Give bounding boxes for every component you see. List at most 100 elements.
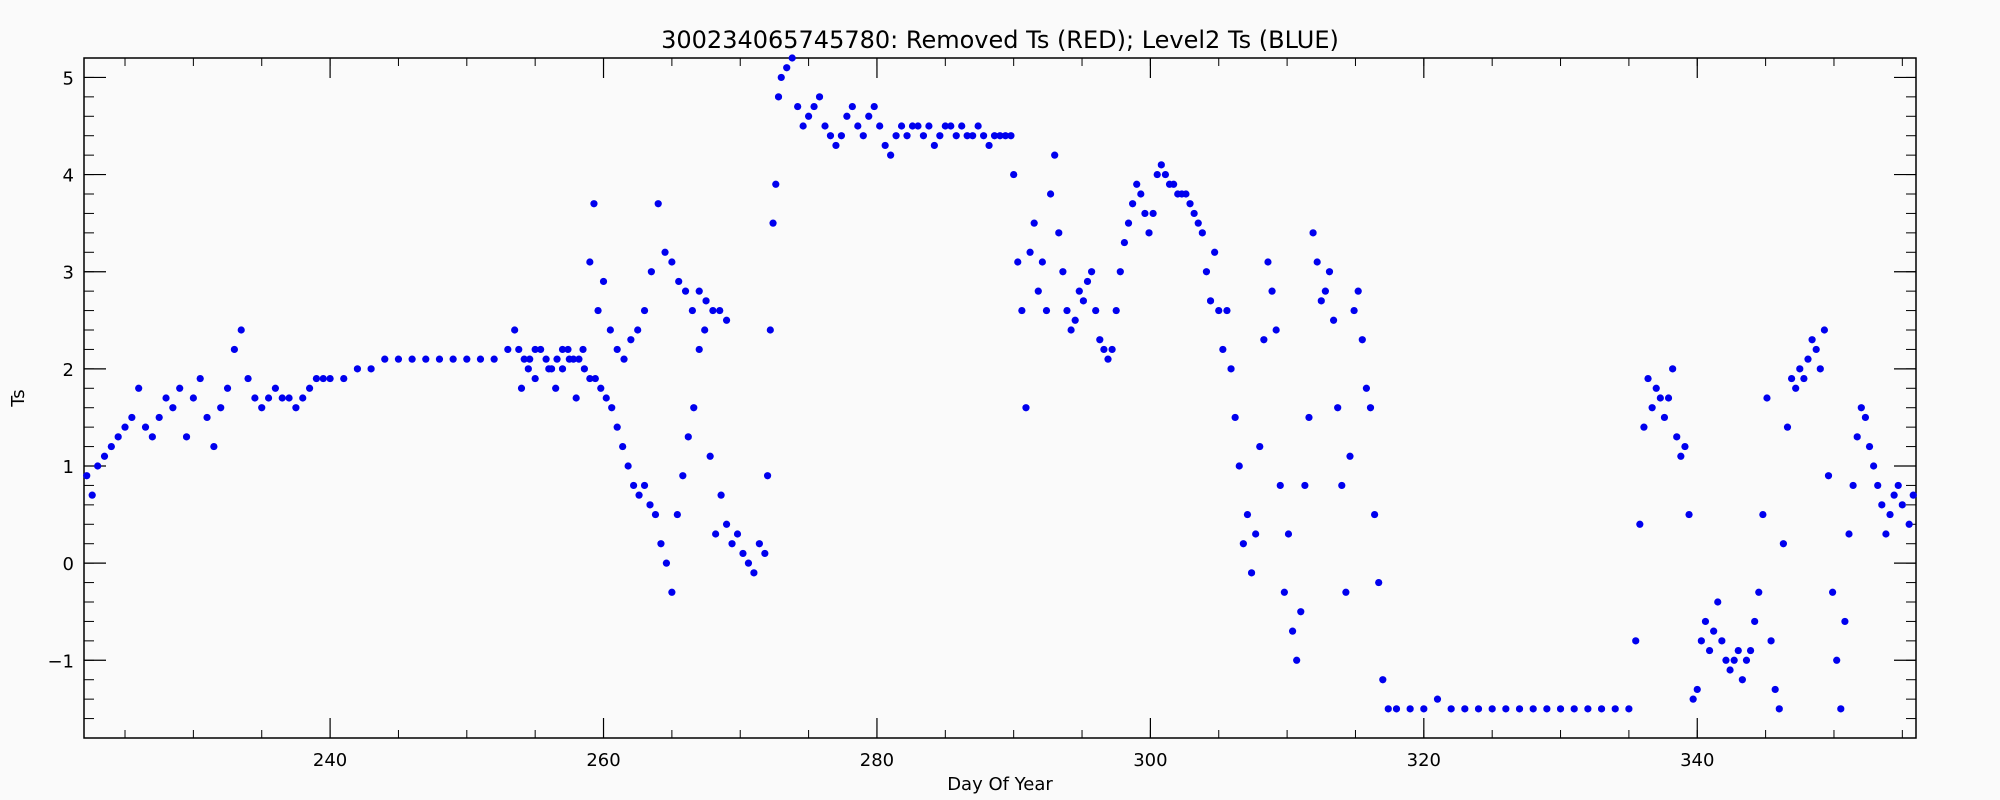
- data-point: [1079, 297, 1087, 305]
- data-point: [435, 355, 444, 363]
- data-point: [681, 287, 690, 295]
- data-point: [684, 433, 692, 441]
- data-point: [1342, 588, 1350, 596]
- data-point: [1640, 423, 1648, 431]
- data-point: [947, 122, 955, 130]
- data-point: [1775, 705, 1783, 713]
- data-point: [1145, 229, 1153, 237]
- data-point: [1362, 384, 1370, 392]
- data-point: [716, 306, 724, 315]
- data-point: [210, 442, 218, 451]
- data-point: [826, 132, 835, 140]
- data-point: [1693, 685, 1701, 694]
- data-point: [1734, 646, 1742, 655]
- data-point: [1260, 336, 1268, 344]
- data-point: [1384, 705, 1392, 713]
- data-point: [1007, 132, 1015, 140]
- data-point: [1771, 685, 1779, 694]
- data-point: [1861, 413, 1870, 422]
- data-point: [230, 345, 238, 354]
- data-point: [1792, 384, 1800, 392]
- data-point: [141, 423, 150, 431]
- data-point: [353, 365, 362, 373]
- data-point: [755, 540, 763, 548]
- data-point: [763, 472, 772, 480]
- data-point: [1660, 413, 1669, 422]
- data-point: [1685, 510, 1693, 519]
- data-point: [1038, 258, 1046, 266]
- data-point: [594, 306, 602, 315]
- y-tick-label: 3: [63, 263, 74, 284]
- data-point: [558, 365, 567, 373]
- data-point: [1820, 326, 1828, 334]
- data-point: [1841, 617, 1849, 626]
- data-point: [1677, 452, 1685, 460]
- data-point: [679, 472, 687, 480]
- data-point: [1149, 209, 1157, 218]
- data-point: [1648, 404, 1656, 412]
- data-point: [690, 404, 698, 412]
- data-point: [1293, 656, 1301, 664]
- data-point: [794, 102, 802, 111]
- data-point: [381, 355, 389, 363]
- data-point: [701, 326, 709, 334]
- data-point: [408, 355, 416, 363]
- data-point: [1018, 306, 1026, 315]
- data-point: [651, 510, 660, 519]
- data-point: [843, 112, 851, 120]
- data-point: [237, 326, 245, 334]
- data-point: [251, 394, 259, 402]
- data-point: [422, 355, 430, 363]
- data-point: [1746, 646, 1755, 655]
- data-point: [1268, 287, 1276, 295]
- data-point: [1120, 238, 1129, 247]
- data-point: [196, 374, 204, 383]
- data-point: [1358, 336, 1366, 344]
- data-point: [526, 355, 534, 363]
- data-point: [537, 345, 545, 354]
- data-point: [1129, 200, 1137, 208]
- data-point: [1812, 345, 1820, 354]
- data-point: [1284, 530, 1293, 538]
- data-point: [1611, 705, 1619, 713]
- data-point: [657, 540, 665, 548]
- data-point: [162, 394, 170, 402]
- data-point: [1325, 268, 1334, 276]
- data-point: [1202, 268, 1211, 276]
- data-point: [1636, 520, 1644, 528]
- data-point: [1022, 404, 1030, 412]
- y-tick-label: 1: [63, 457, 74, 478]
- data-point: [887, 151, 895, 159]
- data-point: [1406, 705, 1414, 713]
- data-point: [892, 132, 900, 140]
- data-point: [1215, 306, 1223, 315]
- data-point: [1100, 345, 1108, 354]
- x-tick-label: 280: [860, 750, 894, 771]
- data-point: [1309, 229, 1317, 237]
- data-point: [979, 132, 988, 140]
- data-point: [695, 287, 703, 295]
- data-point: [1751, 617, 1759, 626]
- data-point: [635, 491, 643, 499]
- data-point: [1755, 588, 1763, 596]
- data-point: [1845, 530, 1853, 538]
- data-point: [634, 326, 642, 334]
- data-point: [709, 306, 717, 315]
- data-point: [524, 365, 532, 373]
- data-point: [654, 200, 662, 208]
- data-point: [739, 549, 747, 558]
- data-point: [107, 442, 115, 451]
- data-point: [854, 122, 862, 130]
- data-point: [772, 180, 780, 188]
- data-point: [490, 355, 498, 363]
- data-point: [579, 345, 587, 354]
- data-point: [1096, 336, 1104, 344]
- data-point: [1133, 180, 1141, 188]
- data-point: [837, 132, 846, 140]
- data-point: [668, 258, 676, 266]
- data-point: [531, 345, 539, 354]
- data-point: [148, 433, 156, 441]
- data-point: [662, 559, 671, 567]
- data-point: [788, 54, 796, 62]
- data-point: [766, 326, 774, 334]
